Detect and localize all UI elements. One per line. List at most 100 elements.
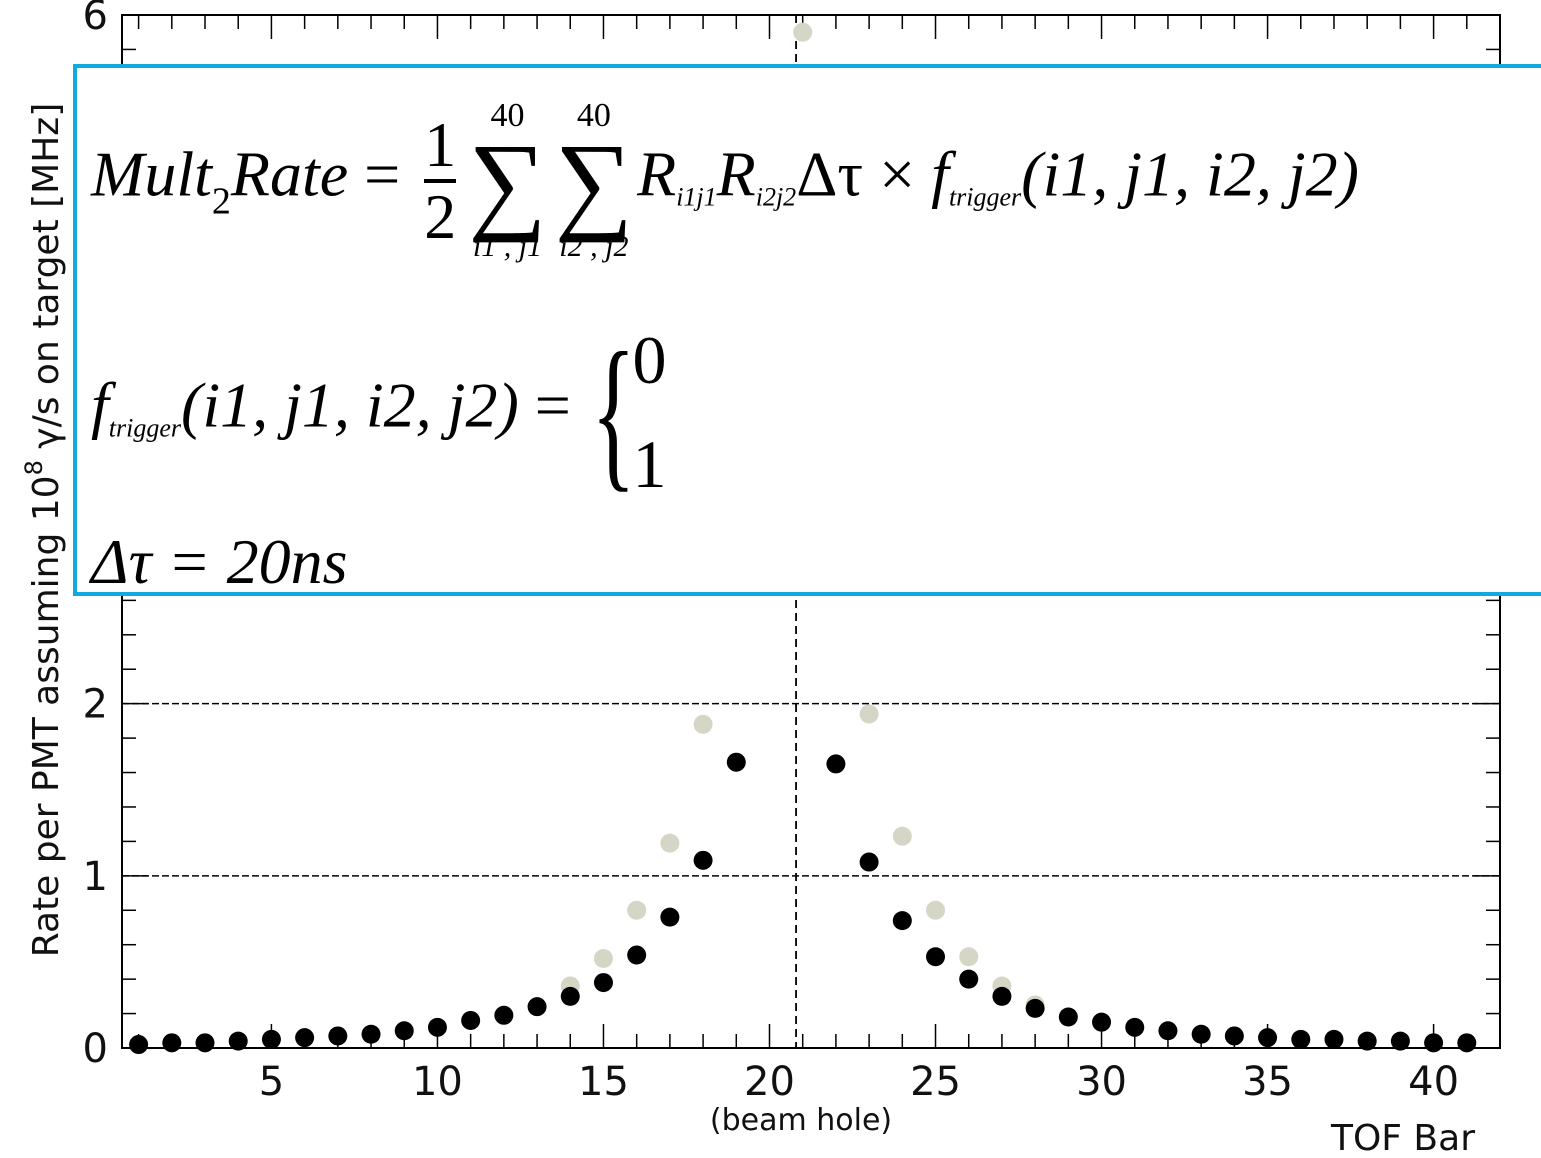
data-point-light [892,826,912,846]
data-point-dark [1324,1029,1344,1049]
data-point-dark [1025,998,1045,1018]
sum-two-lower: i2 , j2 [559,230,629,263]
equals-sign-2: = [518,369,587,441]
x-tick-label: 20 [744,1059,795,1105]
data-point-dark [1092,1012,1112,1032]
case-zero: 0 [632,322,667,398]
trigger-function-lhs-sub: trigger [108,413,182,443]
x-tick-label: 25 [910,1059,961,1105]
data-point-dark [1191,1024,1211,1044]
cases-brace: {0 1 [591,308,667,516]
data-point-dark [1457,1033,1477,1053]
x-tick-label: 5 [259,1059,284,1105]
x-tick-labels: 5 10 15 20 25 30 35 40 [259,1059,1459,1105]
trigger-function: f [931,138,949,210]
data-point-dark [1258,1028,1278,1048]
data-point-dark [627,945,647,965]
data-point-dark [494,1005,514,1025]
delta-tau-times: Δτ × [796,138,932,210]
sum-one-upper: 40 [490,97,525,134]
trigger-function-sub: trigger [948,182,1022,212]
data-point-dark [1291,1029,1311,1049]
data-point-dark [726,752,746,772]
data-point-light [959,947,979,967]
x-tick-label: 35 [1242,1059,1293,1105]
data-point-dark [427,1017,447,1037]
sum-two-upper: 40 [576,97,611,134]
grid-lines [122,702,1500,877]
y-axis-title: Rate per PMT assuming 108 γ/s on target … [20,103,67,958]
sum-two: 40 ∑ i2 , j2 [555,98,633,264]
brace-symbol: { [590,318,636,506]
data-point-dark [1357,1031,1377,1051]
data-point-dark [295,1028,315,1048]
equals-sign: = [348,138,417,210]
data-point-dark [361,1024,381,1044]
y-tick-label: 6 [83,0,108,39]
x-tick-label: 10 [412,1059,463,1105]
data-point-light [859,704,879,724]
data-point-light [793,22,813,42]
fraction-numerator: 1 [424,109,457,180]
sum-two-symbol: ∑ [554,121,634,243]
trigger-function-args: (i1, j1, i2, j2) [1021,138,1359,210]
data-point-dark [660,907,680,927]
data-point-dark [693,850,713,870]
lhs-rate: Rate [230,138,349,210]
data-point-dark [959,969,979,989]
x-tick-label: 40 [1408,1059,1459,1105]
data-point-dark [1424,1033,1444,1053]
data-point-dark [195,1033,215,1053]
fraction-bar [424,179,457,183]
trigger-function-definition: ftrigger(i1, j1, i2, j2) = {0 1 [91,308,666,516]
data-point-light [660,833,680,853]
data-point-dark [826,754,846,774]
delta-tau-definition: Δτ = 20ns [91,526,348,597]
rate-r1: R [637,138,677,210]
data-point-dark [328,1026,348,1046]
data-point-light [627,900,647,920]
data-point-dark [1058,1007,1078,1027]
data-point-dark [560,986,580,1006]
data-point-dark [992,986,1012,1006]
rate-r1-sub: i1j1 [676,182,717,212]
data-point-dark [1224,1026,1244,1046]
data-point-light [926,900,946,920]
beam-hole-annotation: (beam hole) [710,1103,892,1138]
x-axis-title: TOF Bar [1330,1118,1475,1158]
data-point-dark [892,911,912,931]
data-point-dark [261,1029,281,1049]
data-point-dark [1158,1021,1178,1041]
data-point-dark [228,1031,248,1051]
data-point-light [593,948,613,968]
data-point-dark [593,973,613,993]
trigger-function-lhs: f [91,369,109,441]
data-point-light [693,714,713,734]
multiplicity-rate-equation: Mult2Rate = 1 2 40 ∑ i1 , j1 40 ∑ i2 , j2 Ri1j1R… [91,98,1359,298]
data-point-dark [1125,1017,1145,1037]
x-tick-label: 15 [578,1059,629,1105]
data-point-dark [527,997,547,1017]
data-point-dark [129,1035,149,1055]
y-tick-label: 2 [83,682,108,728]
formula-box: Mult2Rate = 1 2 40 ∑ i1 , j1 40 ∑ i2 , j2 Ri1j1R… [73,64,1541,596]
fraction-denominator: 2 [424,181,457,252]
data-point-dark [162,1033,182,1053]
x-tick-label: 30 [1076,1059,1127,1105]
data-point-dark [1390,1031,1410,1051]
series-dark [129,752,1477,1055]
case-one: 1 [632,426,667,502]
data-point-dark [859,852,879,872]
lhs-mult: Mult [91,138,212,210]
trigger-function-lhs-args: (i1, j1, i2, j2) [181,369,519,441]
y-tick-label: 1 [83,854,108,900]
sum-one-symbol: ∑ [468,121,547,243]
sum-one: 40 ∑ i1 , j1 [468,98,546,264]
data-point-dark [394,1021,414,1041]
data-point-dark [926,947,946,967]
lhs-sub: 2 [211,180,231,223]
data-point-dark [461,1010,481,1030]
rate-r2-sub: i2j2 [755,182,797,212]
